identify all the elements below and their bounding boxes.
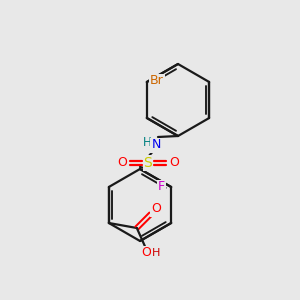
Text: O: O bbox=[117, 157, 127, 169]
Text: S: S bbox=[144, 156, 152, 170]
Text: O: O bbox=[151, 202, 161, 215]
Text: H: H bbox=[152, 248, 160, 258]
Text: F: F bbox=[158, 181, 165, 194]
Text: N: N bbox=[151, 139, 161, 152]
Text: Br: Br bbox=[150, 74, 164, 88]
Text: O: O bbox=[141, 247, 151, 260]
Text: H: H bbox=[142, 136, 152, 149]
Text: O: O bbox=[169, 157, 179, 169]
